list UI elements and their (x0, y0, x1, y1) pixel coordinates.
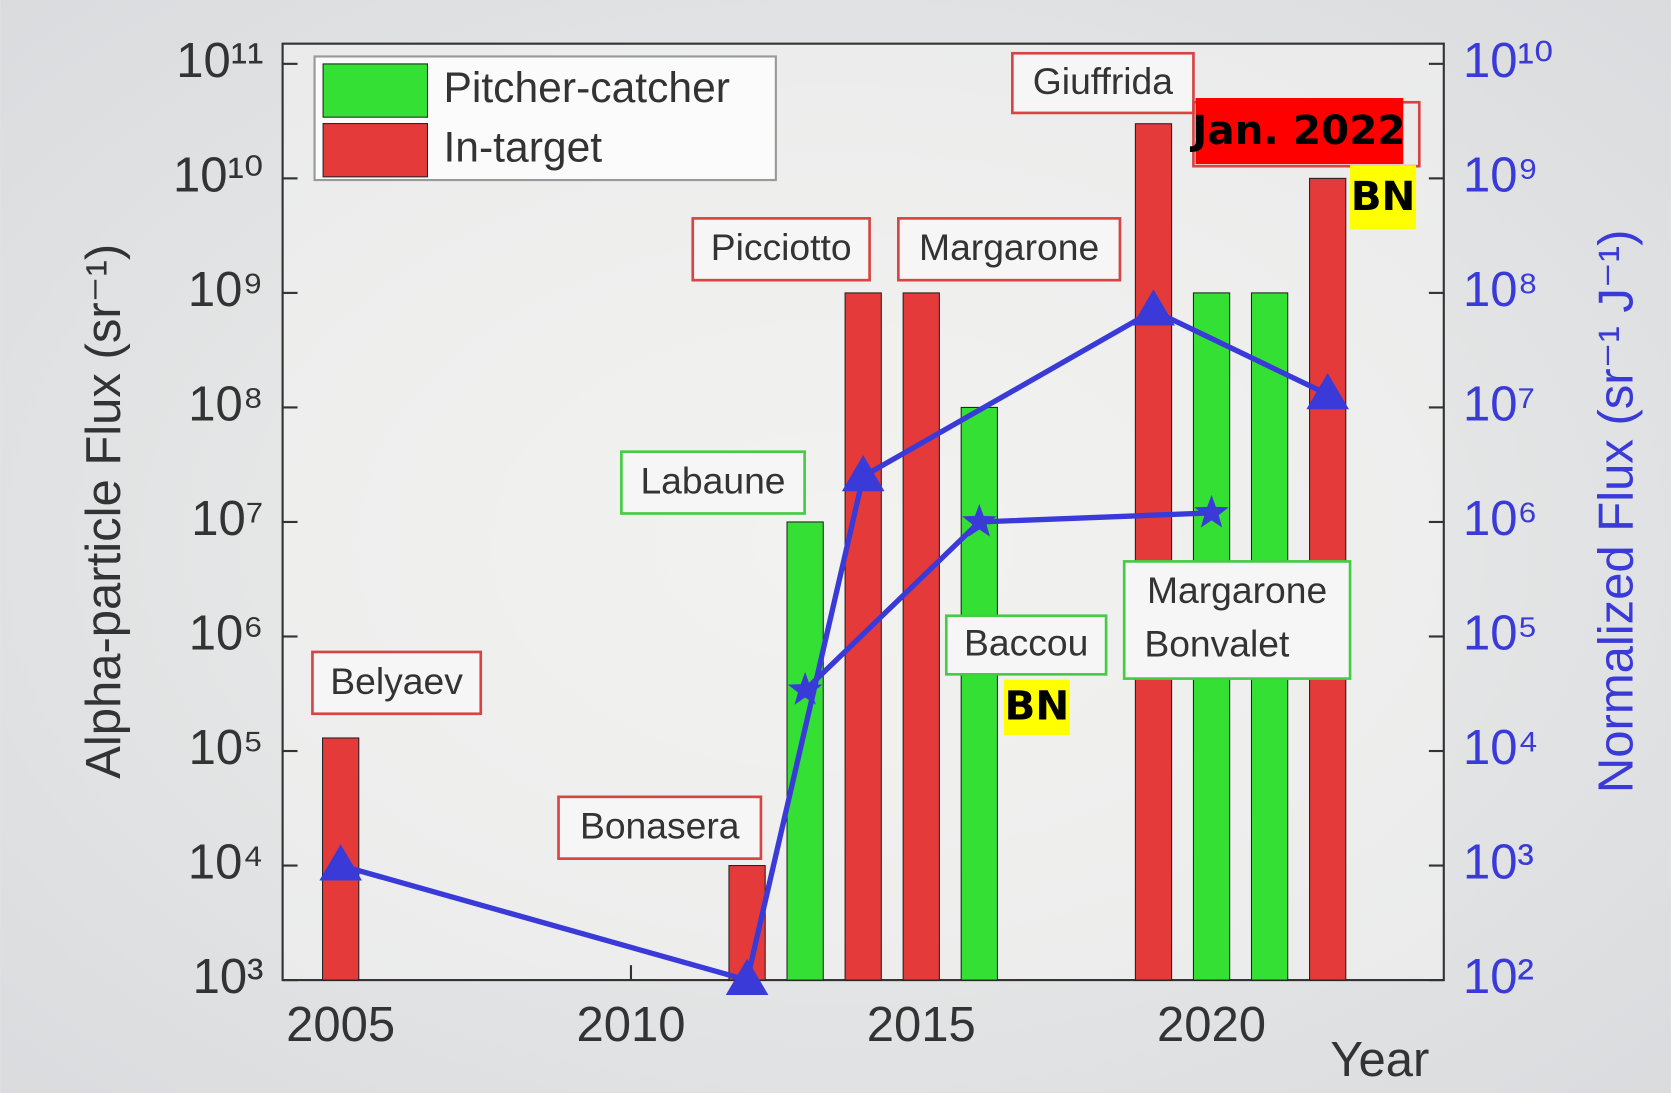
y-tick-label: 10⁹ (188, 263, 264, 317)
x-tick-label: 2010 (576, 998, 685, 1052)
y2-tick-label: 10⁴ (1463, 721, 1539, 775)
annotation: Bonvalet (1144, 622, 1290, 664)
y-axis-label: Alpha-particle Flux (sr⁻¹) (77, 244, 131, 779)
annotation: Bonasera (580, 805, 740, 847)
y-tick-label: 10¹¹ (176, 34, 263, 88)
y-tick-label: 10³ (193, 950, 264, 1004)
bar (961, 407, 997, 980)
y-tick-label: 10⁴ (188, 835, 264, 889)
legend-swatch (323, 64, 427, 117)
annotation: BN (1004, 681, 1069, 729)
legend-label: In-target (443, 123, 602, 171)
legend-label: Pitcher-catcher (443, 64, 730, 112)
y2-axis-label: Normalized Flux (sr⁻¹ J⁻¹) (1589, 230, 1643, 794)
y-tick-label: 10⁸ (188, 377, 263, 431)
bar (903, 293, 939, 980)
x-tick-label: 2020 (1157, 998, 1266, 1052)
annotation: Baccou (964, 621, 1088, 663)
bar (1135, 124, 1171, 980)
x-tick-label: 2015 (867, 998, 976, 1052)
y-tick-label: 10⁷ (191, 492, 263, 546)
annotation: Margarone (919, 226, 1099, 268)
x-tick-label: 2005 (286, 998, 395, 1052)
y-tick-label: 10⁵ (189, 721, 264, 775)
annotation: Jan. 2022 (1189, 106, 1405, 154)
bar (787, 522, 823, 980)
y2-tick-label: 10¹⁰ (1463, 34, 1553, 88)
annotation: Belyaev (330, 660, 463, 702)
annotation: Labaune (640, 459, 785, 501)
annotation: Picciotto (711, 226, 852, 268)
annotation: Margarone (1147, 569, 1327, 611)
x-axis-label: Year (1330, 1033, 1429, 1087)
y2-tick-label: 10⁸ (1463, 263, 1538, 317)
legend-swatch (323, 124, 427, 177)
y2-tick-label: 10⁵ (1463, 606, 1538, 660)
y2-tick-label: 10⁷ (1463, 377, 1535, 431)
y2-tick-label: 10⁶ (1463, 492, 1538, 546)
y-tick-label: 10¹⁰ (173, 148, 263, 202)
legend: Pitcher-catcher In-target (315, 56, 776, 180)
chart: Alpha-particle Flux (sr⁻¹) Normalized Fl… (0, 0, 1671, 1093)
y2-tick-label: 10⁹ (1463, 148, 1539, 202)
y2-tick-label: 10³ (1463, 835, 1534, 889)
y2-tick-label: 10² (1463, 950, 1534, 1004)
y-tick-label: 10⁶ (189, 606, 264, 660)
annotation: Giuffrida (1033, 60, 1173, 102)
annotation: BN (1351, 172, 1416, 220)
